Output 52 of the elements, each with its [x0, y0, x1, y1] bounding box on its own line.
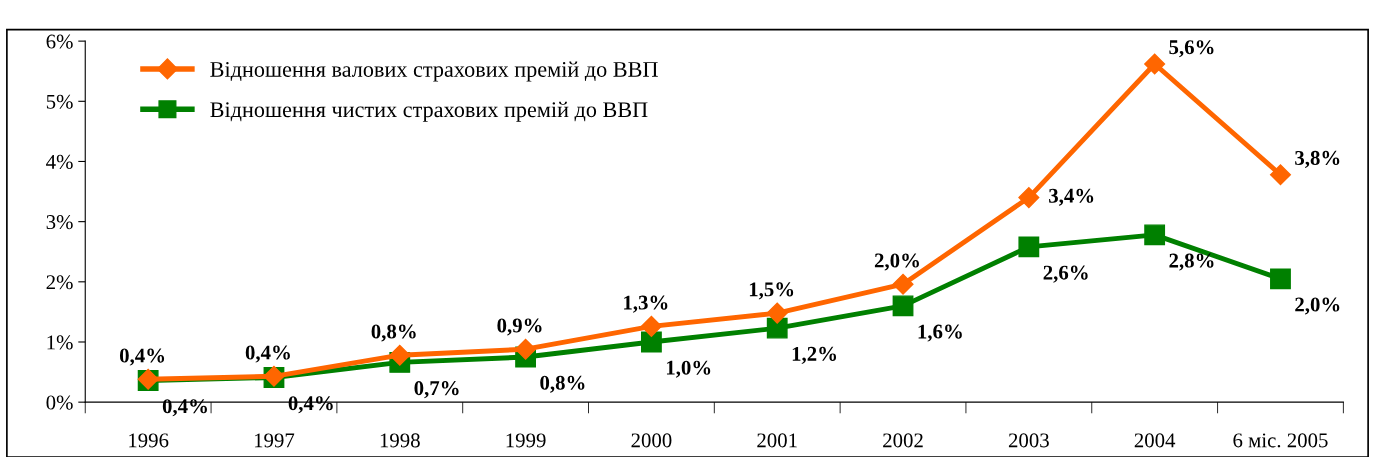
point [640, 315, 662, 337]
point [766, 302, 788, 324]
x-tick-label: 2003 [1008, 433, 1049, 448]
legend-label: Відношення валових страхових премій до ВВП [210, 61, 658, 82]
data-label: 2,6% [1043, 265, 1088, 283]
data-label: 0,4% [162, 399, 207, 417]
x-tick-label: 6 міс. 2005 [1233, 433, 1328, 448]
point [1270, 268, 1291, 290]
data-label: 0,8% [540, 375, 585, 393]
x-tick-label: 1997 [254, 433, 295, 448]
x-tick-label: 1996 [129, 433, 169, 448]
data-label: 0,9% [497, 318, 542, 336]
point [892, 273, 914, 295]
data-label: 0,4% [245, 345, 290, 363]
legend-label: Відношення чистих страхових премій до ВВП [210, 101, 648, 122]
y-tick-label: 2% [46, 275, 73, 290]
point [892, 295, 914, 317]
x-tick-label: 2002 [883, 433, 923, 448]
y-tick-label: 1% [47, 335, 73, 350]
y-tick-label: 3% [46, 215, 73, 230]
data-label: 0,4% [119, 348, 165, 366]
data-label: 3,4% [1049, 188, 1094, 206]
data-label: 1,0% [666, 360, 711, 378]
data-label: 1,2% [792, 346, 837, 364]
point [1269, 164, 1291, 186]
data-label: 0,8% [371, 324, 416, 342]
point [1144, 53, 1166, 75]
point [766, 317, 788, 339]
point [640, 331, 662, 353]
x-tick-label: 1999 [506, 433, 546, 448]
data-label: 1,5% [749, 282, 794, 300]
data-label: 2,0% [874, 253, 919, 271]
x-tick-label: 2000 [631, 433, 672, 448]
point [515, 338, 537, 360]
x-tick-label: 2004 [1134, 433, 1176, 448]
data-label: 2,8% [1169, 253, 1214, 271]
point [1144, 224, 1166, 246]
data-label: 5,6% [1169, 40, 1214, 58]
y-tick-label: 0% [46, 395, 73, 410]
data-label: 2,0% [1295, 297, 1340, 315]
y-tick-label: 6% [46, 34, 73, 49]
point [1018, 187, 1040, 209]
data-label: 1,3% [624, 295, 668, 313]
data-label: 1,6% [918, 324, 962, 342]
data-label: 3,8% [1295, 150, 1340, 168]
x-tick-label: 2001 [757, 433, 797, 448]
x-tick-label: 1998 [380, 433, 420, 448]
point [1018, 236, 1040, 258]
y-tick-label: 5% [46, 94, 73, 109]
data-label: 0,7% [414, 381, 459, 399]
y-tick-label: 4% [46, 154, 73, 169]
point [389, 344, 411, 366]
